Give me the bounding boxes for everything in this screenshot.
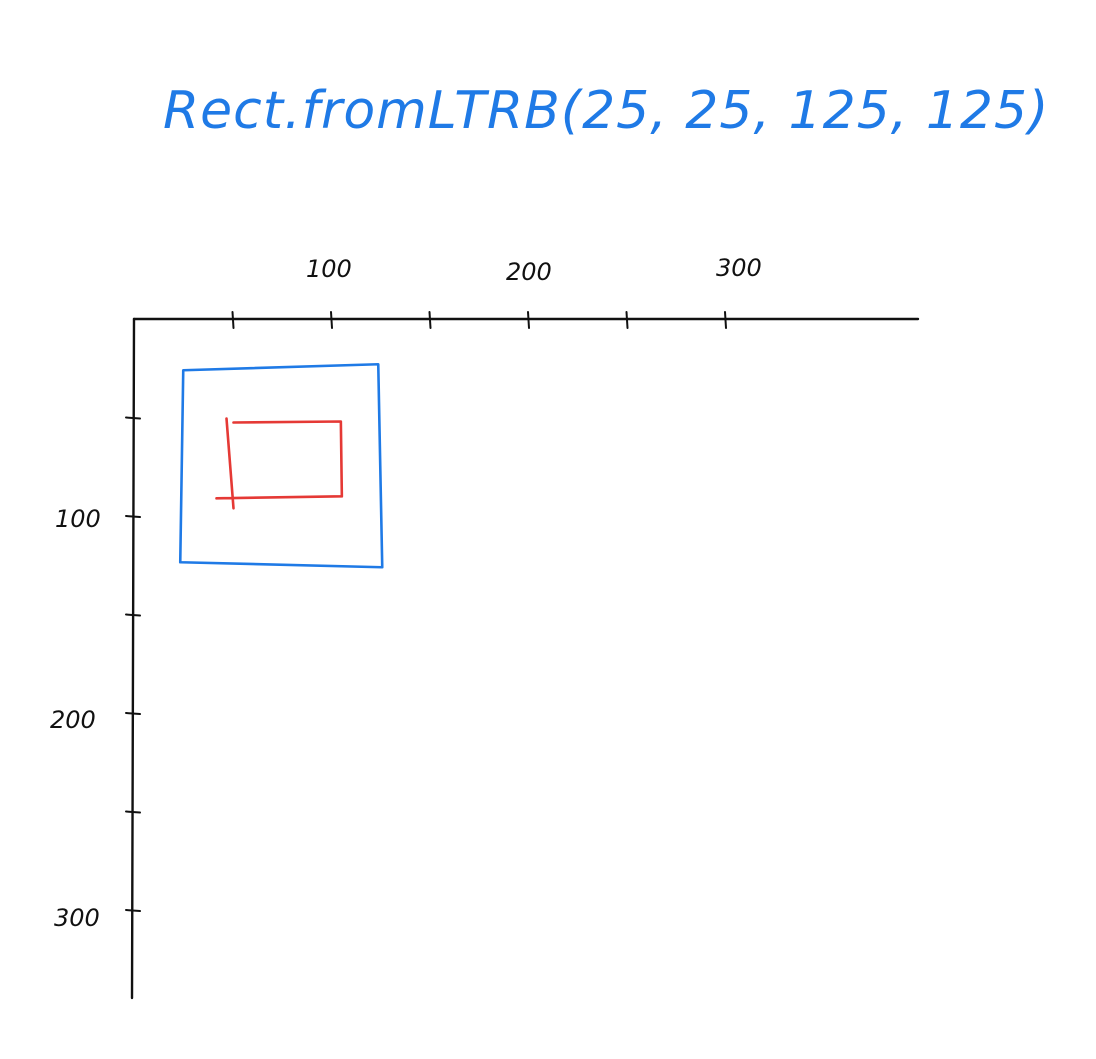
y-tick-300 (125, 909, 141, 912)
y-tick-50 (125, 416, 141, 420)
x-tick-100 (330, 311, 333, 329)
y-tick-100 (125, 515, 141, 518)
x-axis-ticks (231, 311, 727, 329)
x-tick-label-100: 100 (306, 255, 352, 283)
y-tick-label-100: 100 (55, 505, 101, 533)
blue-rect (178, 362, 384, 569)
y-tick-label-200: 200 (50, 706, 96, 734)
y-tick-250 (125, 810, 141, 814)
y-axis-line (130, 317, 136, 1000)
x-tick-300 (724, 311, 727, 329)
x-axis-labels: 100 200 300 (306, 254, 762, 286)
axes (130, 317, 920, 1000)
y-axis-ticks (125, 416, 141, 912)
y-tick-label-300: 300 (54, 904, 100, 932)
x-tick-label-200: 200 (506, 258, 552, 286)
rectangles (178, 362, 384, 569)
x-tick-200 (527, 311, 530, 329)
x-tick-label-300: 300 (716, 254, 762, 282)
x-tick-150 (428, 311, 432, 329)
y-tick-150 (125, 613, 141, 617)
diagram-title: Rect.fromLTRB(25, 25, 125, 125) (163, 81, 1049, 141)
y-axis-labels: 100 200 300 (50, 505, 101, 932)
x-tick-250 (625, 311, 629, 329)
red-rect (215, 417, 344, 510)
y-tick-200 (125, 712, 141, 715)
x-tick-50 (231, 311, 235, 329)
